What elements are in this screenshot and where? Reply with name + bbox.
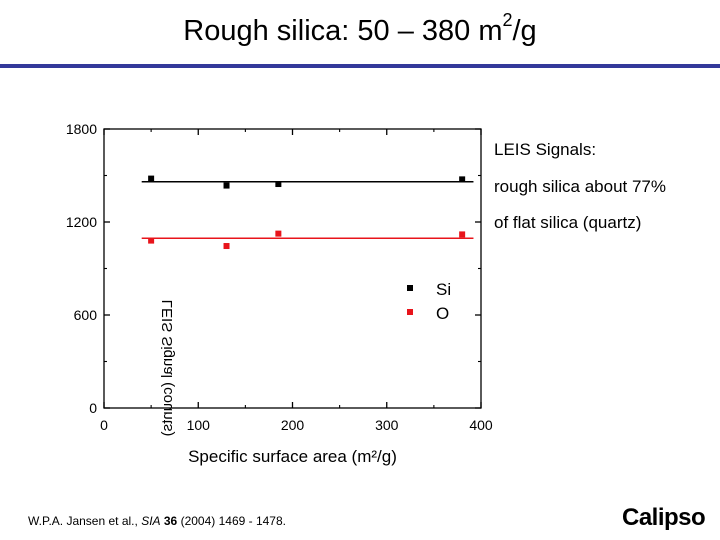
calipso-logo-mark: Calipso [622,504,706,531]
legend-label-si: Si [436,280,451,299]
citation: W.P.A. Jansen et al., SIA 36 (2004) 1469… [28,514,286,528]
legend-label-o: O [436,304,449,323]
note-line: LEIS Signals: [494,140,597,159]
data-point-si [275,181,282,188]
x-tick-label: 300 [375,417,399,433]
citation-authors: W.P.A. Jansen et al., [28,514,142,528]
legend-marker-si [407,285,413,291]
leis-notes: LEIS Signals: rough silica about 77% of … [494,132,714,242]
y-tick-label: 1800 [66,121,97,137]
note-line: rough silica about 77% [494,176,667,196]
data-point-o [223,243,230,250]
y-tick-label: 1200 [66,214,97,230]
data-point-o [459,231,466,238]
x-tick-label: 100 [187,417,211,433]
note-line: of flat silica (quartz) [494,213,642,232]
title-main: Rough silica: 50 – 380 m [183,15,503,47]
data-point-o [275,230,282,237]
data-point-si [148,175,155,182]
calipso-logo: Calipso [620,498,712,532]
logo-text: Calipso [622,504,705,531]
citation-rest: (2004) 1469 - 1478. [177,514,286,528]
y-tick-label: 0 [89,400,97,416]
title-superscript: 2 [502,10,513,30]
title-divider [0,64,720,68]
y-tick-label: 600 [74,307,98,323]
x-tick-label: 200 [281,417,305,433]
x-tick-label: 400 [469,417,493,433]
data-point-si [459,176,466,183]
data-point-si [223,182,230,189]
citation-journal: SIA [141,514,161,528]
title-tail: /g [512,15,537,47]
citation-volume: 36 [163,514,178,528]
legend-marker-o [407,309,413,315]
y-axis-label: LEIS Signal (counts) [159,300,176,437]
slide-title: Rough silica: 50 – 380 m2/g [0,10,720,48]
data-point-o [148,237,155,244]
x-axis-label: Specific surface area (m²/g) [188,447,397,466]
x-tick-label: 0 [100,417,108,433]
